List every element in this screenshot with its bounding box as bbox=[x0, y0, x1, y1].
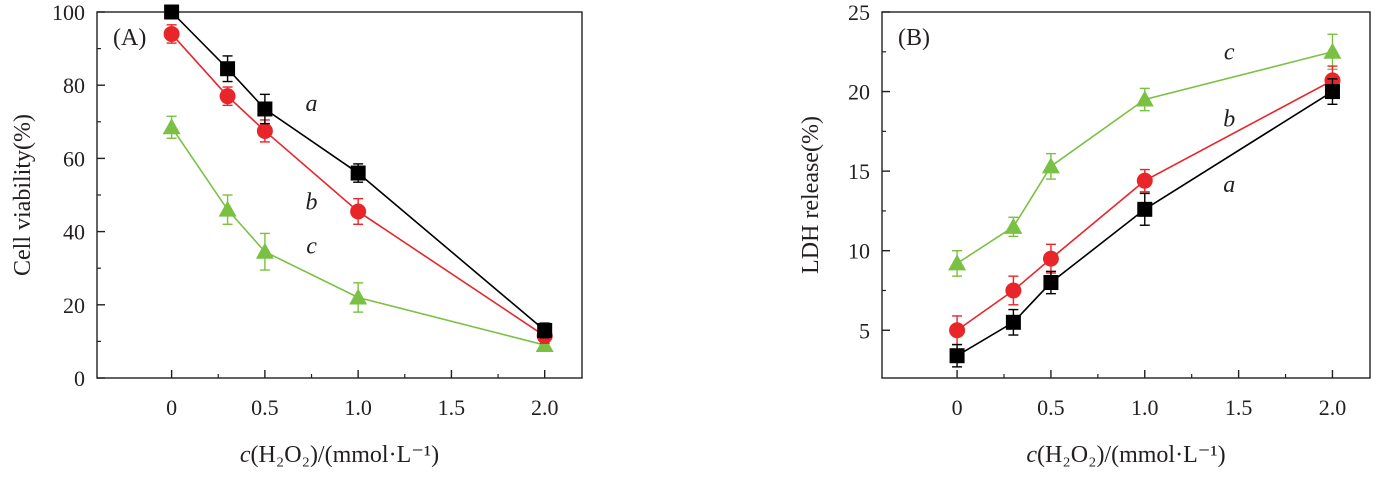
y-tick-label: 15 bbox=[848, 159, 870, 184]
data-point-triangle bbox=[535, 336, 554, 353]
x-tick-label: 1.5 bbox=[438, 395, 466, 420]
series-label-a: a bbox=[1223, 172, 1235, 198]
y-axis-label: Cell viability(%) bbox=[10, 114, 36, 276]
y-tick-label: 25 bbox=[848, 0, 870, 25]
x-tick-label: 0 bbox=[952, 395, 963, 420]
series-c bbox=[948, 33, 1342, 277]
y-tick-label: 100 bbox=[52, 0, 85, 25]
data-point-square bbox=[220, 61, 236, 77]
y-tick-label: 0 bbox=[74, 366, 85, 391]
x-tick-label: 1.0 bbox=[1131, 395, 1159, 420]
y-tick-label: 40 bbox=[63, 220, 85, 245]
series-b bbox=[949, 65, 1341, 346]
x-tick-label: 1.5 bbox=[1225, 395, 1253, 420]
data-point-circle bbox=[1136, 172, 1153, 189]
data-point-square bbox=[164, 4, 180, 20]
data-point-square bbox=[537, 322, 553, 338]
data-point-triangle bbox=[948, 254, 967, 271]
data-point-triangle bbox=[162, 118, 181, 135]
data-point-square bbox=[1137, 201, 1153, 217]
data-point-triangle bbox=[218, 200, 237, 217]
data-point-triangle bbox=[1041, 157, 1060, 174]
data-point-triangle bbox=[1135, 90, 1154, 107]
data-point-circle bbox=[949, 322, 966, 339]
series-b bbox=[163, 24, 553, 344]
data-point-square bbox=[1005, 314, 1021, 330]
x-tick-label: 0.5 bbox=[1037, 395, 1065, 420]
data-point-circle bbox=[219, 88, 236, 105]
plot-frame bbox=[881, 11, 1371, 379]
chart-panel-b: 0 0.5 1.0 1.5 2.0 5 10 15 20 25 c(H₂O₂)/(mmol·L⁻¹)… bbox=[798, 0, 1371, 468]
x-tick-label: 0.5 bbox=[251, 395, 279, 420]
y-tick-label: 60 bbox=[63, 146, 85, 171]
y-tick-label: 10 bbox=[848, 239, 870, 264]
data-point-square bbox=[949, 348, 965, 364]
data-point-square bbox=[257, 101, 273, 117]
data-point-circle bbox=[350, 203, 367, 220]
x-tick-label: 2.0 bbox=[531, 395, 559, 420]
series-c bbox=[162, 115, 554, 353]
y-tick-label: 5 bbox=[859, 318, 870, 343]
y-tick-label: 20 bbox=[848, 80, 870, 105]
y-axis-label: LDH release(%) bbox=[798, 116, 824, 274]
series-label-c: c bbox=[1224, 40, 1235, 66]
x-axis-label: c(H₂O₂)/(mmol·L⁻¹) bbox=[240, 442, 439, 468]
x-tick-label: 2.0 bbox=[1319, 395, 1347, 420]
series-a bbox=[164, 4, 553, 339]
data-point-square bbox=[350, 165, 366, 181]
y-tick-label: 20 bbox=[63, 293, 85, 318]
panel-label: (B) bbox=[898, 25, 930, 51]
series-label-c: c bbox=[306, 234, 317, 260]
y-tick-label: 80 bbox=[63, 73, 85, 98]
series-a bbox=[949, 78, 1340, 368]
x-axis-label: c(H₂O₂)/(mmol·L⁻¹) bbox=[1026, 442, 1225, 468]
chart-panel-a: 0 0.5 1.0 1.5 2.0 0 20 40 60 80 100 c(H₂O₂)/(mmol·L… bbox=[10, 0, 583, 468]
series-label-b: b bbox=[306, 190, 318, 216]
series-label-b: b bbox=[1223, 107, 1235, 133]
data-point-square bbox=[1324, 84, 1340, 100]
data-point-triangle bbox=[349, 288, 368, 305]
data-point-circle bbox=[256, 122, 273, 139]
data-point-circle bbox=[1005, 282, 1022, 299]
series-label-a: a bbox=[306, 91, 318, 117]
data-point-circle bbox=[163, 25, 180, 42]
data-point-triangle bbox=[255, 242, 274, 259]
data-point-circle bbox=[1042, 250, 1059, 267]
x-tick-label: 1.0 bbox=[344, 395, 372, 420]
data-point-square bbox=[1043, 275, 1059, 291]
data-point-triangle bbox=[1004, 217, 1023, 234]
panel-label: (A) bbox=[113, 25, 146, 51]
x-tick-label: 0 bbox=[166, 395, 177, 420]
data-point-triangle bbox=[1323, 42, 1342, 59]
